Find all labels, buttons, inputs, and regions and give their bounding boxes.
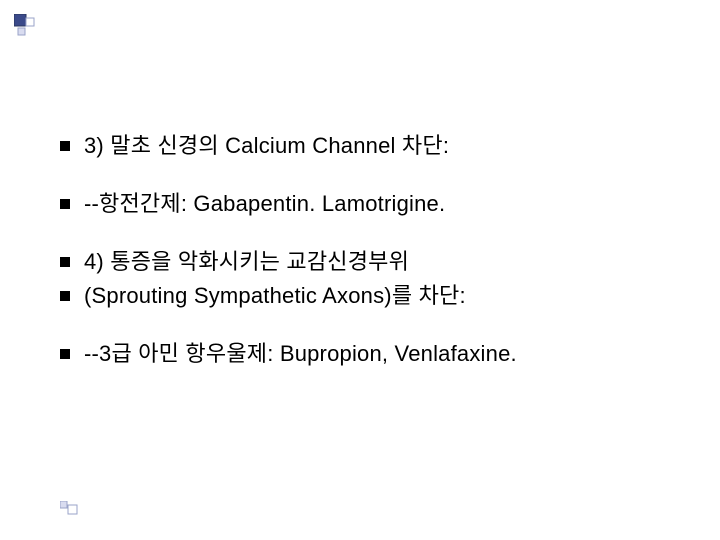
bullet-line: 3) 말초 신경의 Calcium Channel 차단:: [60, 130, 660, 162]
bullet-line: --3급 아민 항우울제: Bupropion, Venlafaxine.: [60, 338, 660, 370]
bullet-group: 4) 통증을 악화시키는 교감신경부위(Sprouting Sympatheti…: [60, 246, 660, 312]
corner-squares-icon: [60, 501, 84, 521]
square-bullet-icon: [60, 291, 70, 301]
square-bullet-icon: [60, 141, 70, 151]
bullet-line: --항전간제: Gabapentin. Lamotrigine.: [60, 188, 660, 220]
square-bullet-icon: [60, 349, 70, 359]
bullet-text: --항전간제: Gabapentin. Lamotrigine.: [84, 188, 445, 220]
square-bullet-icon: [60, 257, 70, 267]
slide-body: 3) 말초 신경의 Calcium Channel 차단: --항전간제: Gab…: [0, 0, 720, 369]
corner-decoration-top: [14, 14, 44, 49]
bullet-line: (Sprouting Sympathetic Axons)를 차단:: [60, 280, 660, 312]
bullet-text: --3급 아민 항우울제: Bupropion, Venlafaxine.: [84, 338, 517, 370]
bullet-group: --항전간제: Gabapentin. Lamotrigine.: [60, 188, 660, 220]
bullet-group: 3) 말초 신경의 Calcium Channel 차단:: [60, 130, 660, 162]
bullet-text: 3) 말초 신경의 Calcium Channel 차단:: [84, 130, 449, 162]
bullet-text: 4) 통증을 악화시키는 교감신경부위: [84, 246, 409, 278]
square-bullet-icon: [60, 199, 70, 209]
bullet-line: 4) 통증을 악화시키는 교감신경부위: [60, 246, 660, 278]
bullet-text: (Sprouting Sympathetic Axons)를 차단:: [84, 280, 466, 312]
corner-decoration-bottom: [60, 501, 84, 526]
bullet-group: --3급 아민 항우울제: Bupropion, Venlafaxine.: [60, 338, 660, 370]
corner-squares-icon: [14, 14, 44, 44]
